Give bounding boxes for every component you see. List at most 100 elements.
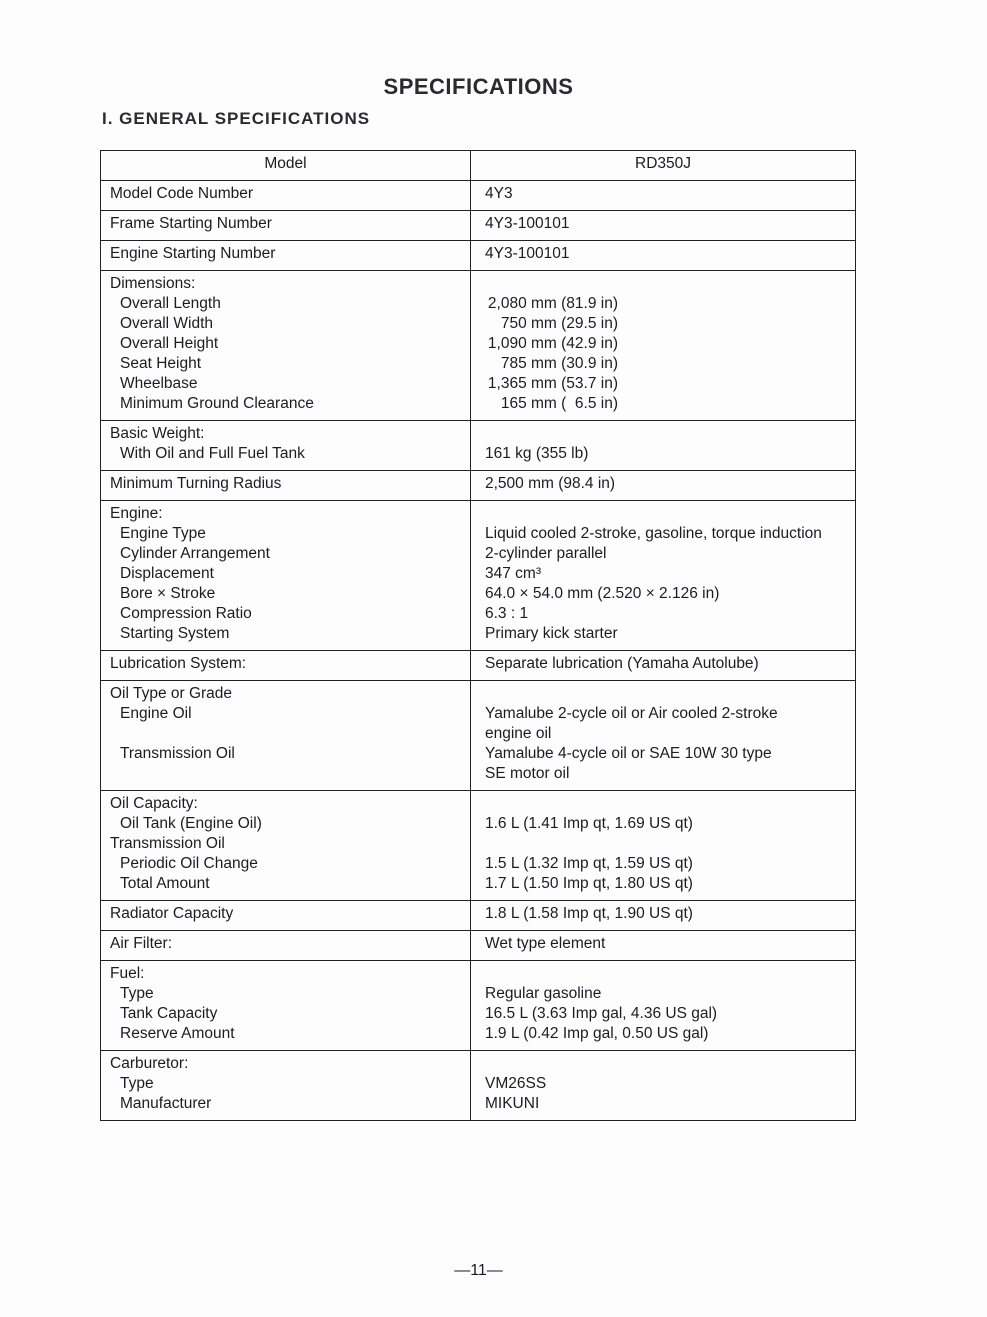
spec-value: Regular gasoline [485,985,602,1002]
spec-value: Separate lubrication (Yamaha Autolube) [485,655,759,672]
spec-label: Overall Width [120,315,214,332]
spec-value: 750 mm (29.5 in) [485,314,855,334]
spec-value-cell: 2,080 mm (81.9 in) 750 mm (29.5 in) 1,090 … [470,270,856,421]
spec-value: Wet type element [485,935,606,952]
spec-label: Engine Starting Number [110,245,276,262]
spec-label-cell: Oil Type or Grade Engine Oil Transmission … [100,680,471,791]
spec-value-cell: Regular gasoline 16.5 L (3.63 Imp gal, 4.… [470,960,856,1051]
spec-value-text: 750 mm (29.5 in) [500,315,618,332]
spec-value [485,834,855,854]
table-row: Basic Weight: With Oil and Full Fuel Tank… [100,420,856,471]
table-row: Minimum Turning Radius 2,500 mm (98.4 in) [100,470,856,501]
table-row: Dimensions: Overall Length Overall Width Ov… [100,270,856,421]
section-heading: I. GENERAL SPECIFICATIONS [102,109,371,128]
spec-label: Transmission Oil [110,835,225,852]
table-header-row: Model RD350J [100,150,856,181]
spec-label: Compression Ratio [120,605,252,622]
spec-value-cell: 4Y3-100101 [470,240,856,271]
table-row: Oil Type or Grade Engine Oil Transmission … [100,680,856,791]
spec-label: Frame Starting Number [110,215,272,232]
spec-value [485,424,855,444]
spec-value: 1.7 L (1.50 Imp qt, 1.80 US qt) [485,875,693,892]
spec-label: Tank Capacity [120,1005,218,1022]
spec-label: Carburetor: [110,1055,189,1072]
spec-label-cell: Lubrication System: [100,650,471,681]
spec-label: Overall Height [120,335,219,352]
spec-value-cell: Wet type element [470,930,856,961]
spec-label: Starting System [120,625,230,642]
spec-label-cell: Air Filter: [100,930,471,961]
header-model-label: Model [100,150,471,181]
spec-value-cell: Yamalube 2-cycle oil or Air cooled 2-str… [470,680,856,791]
spec-label: Fuel: [110,965,145,982]
spec-value [485,794,855,814]
spec-label [110,724,470,744]
spec-value-text: 165 mm ( 6.5 in) [500,395,618,412]
spec-value: 2,080 mm (81.9 in) [485,294,855,314]
spec-value: SE motor oil [485,765,570,782]
spec-label: Basic Weight: [110,425,205,442]
spec-value: 4Y3-100101 [485,245,570,262]
spec-label: Periodic Oil Change [120,855,258,872]
spec-label-cell: Carburetor: Type Manufacturer [100,1050,471,1121]
spec-label: Radiator Capacity [110,905,234,922]
spec-label-cell: Model Code Number [100,180,471,211]
spec-label: Type [120,985,154,1002]
page-number: —11— [454,1262,503,1279]
spec-value: 1,090 mm (42.9 in) [485,334,855,354]
table-row: Model Code Number 4Y3 [100,180,856,211]
spec-value: 1.6 L (1.41 Imp qt, 1.69 US qt) [485,815,693,832]
spec-value [485,964,855,984]
spec-value: VM26SS [485,1075,547,1092]
spec-label: Reserve Amount [120,1025,235,1042]
spec-label: Engine Oil [120,705,192,722]
spec-value [485,684,855,704]
spec-label: Minimum Ground Clearance [120,395,314,412]
spec-label: Dimensions: [110,275,196,292]
spec-value: 2-cylinder parallel [485,545,607,562]
table-row: Oil Capacity: Oil Tank (Engine Oil) Transm… [100,790,856,901]
spec-label: Manufacturer [120,1095,212,1112]
spec-value: Liquid cooled 2-stroke, gasoline, torque… [485,525,822,542]
spec-label-cell: Oil Capacity: Oil Tank (Engine Oil) Transm… [100,790,471,901]
table-row: Engine: Engine Type Cylinder Arrangement Di… [100,500,856,651]
spec-table: Model RD350J Model Code Number 4Y3 Frame S… [100,150,856,1121]
spec-label: Oil Type or Grade [110,685,233,702]
spec-label: Cylinder Arrangement [120,545,270,562]
spec-value-cell: 161 kg (355 lb) [470,420,856,471]
spec-label: Engine: [110,505,163,522]
spec-value-cell: 4Y3-100101 [470,210,856,241]
spec-label: Model Code Number [110,185,254,202]
spec-value: 161 kg (355 lb) [485,445,589,462]
table-row: Fuel: Type Tank Capacity Reserve Amount Regu… [100,960,856,1051]
spec-label: Total Amount [120,875,210,892]
spec-value: engine oil [485,725,552,742]
table-row: Lubrication System: Separate lubrication … [100,650,856,681]
spec-value: 4Y3 [485,185,513,202]
spec-value: 2,500 mm (98.4 in) [485,475,616,492]
spec-value: Yamalube 4-cycle oil or SAE 10W 30 type [485,745,772,762]
table-row: Engine Starting Number 4Y3-100101 [100,240,856,271]
spec-label: Type [120,1075,154,1092]
spec-value: 16.5 L (3.63 Imp gal, 4.36 US gal) [485,1005,718,1022]
spec-label-cell: Dimensions: Overall Length Overall Width Ov… [100,270,471,421]
spec-value: 4Y3-100101 [485,215,570,232]
spec-label-cell: Fuel: Type Tank Capacity Reserve Amount [100,960,471,1051]
spec-label-cell: Basic Weight: With Oil and Full Fuel Tank [100,420,471,471]
spec-label-cell: Minimum Turning Radius [100,470,471,501]
spec-value-cell: 2,500 mm (98.4 in) [470,470,856,501]
header-model-value: RD350J [470,150,856,181]
spec-value: 64.0 × 54.0 mm (2.520 × 2.126 in) [485,585,720,602]
spec-value: 785 mm (30.9 in) [485,354,855,374]
table-row: Frame Starting Number 4Y3-100101 [100,210,856,241]
spec-value: Yamalube 2-cycle oil or Air cooled 2-str… [485,705,778,722]
spec-label: Air Filter: [110,935,172,952]
spec-label [110,764,470,784]
spec-label: Engine Type [120,525,206,542]
spec-value: Primary kick starter [485,625,618,642]
page-title: SPECIFICATIONS [383,74,574,99]
spec-value-cell: 4Y3 [470,180,856,211]
spec-value: 1.8 L (1.58 Imp qt, 1.90 US qt) [485,905,693,922]
spec-label: Minimum Turning Radius [110,475,282,492]
spec-value-cell: VM26SS MIKUNI [470,1050,856,1121]
